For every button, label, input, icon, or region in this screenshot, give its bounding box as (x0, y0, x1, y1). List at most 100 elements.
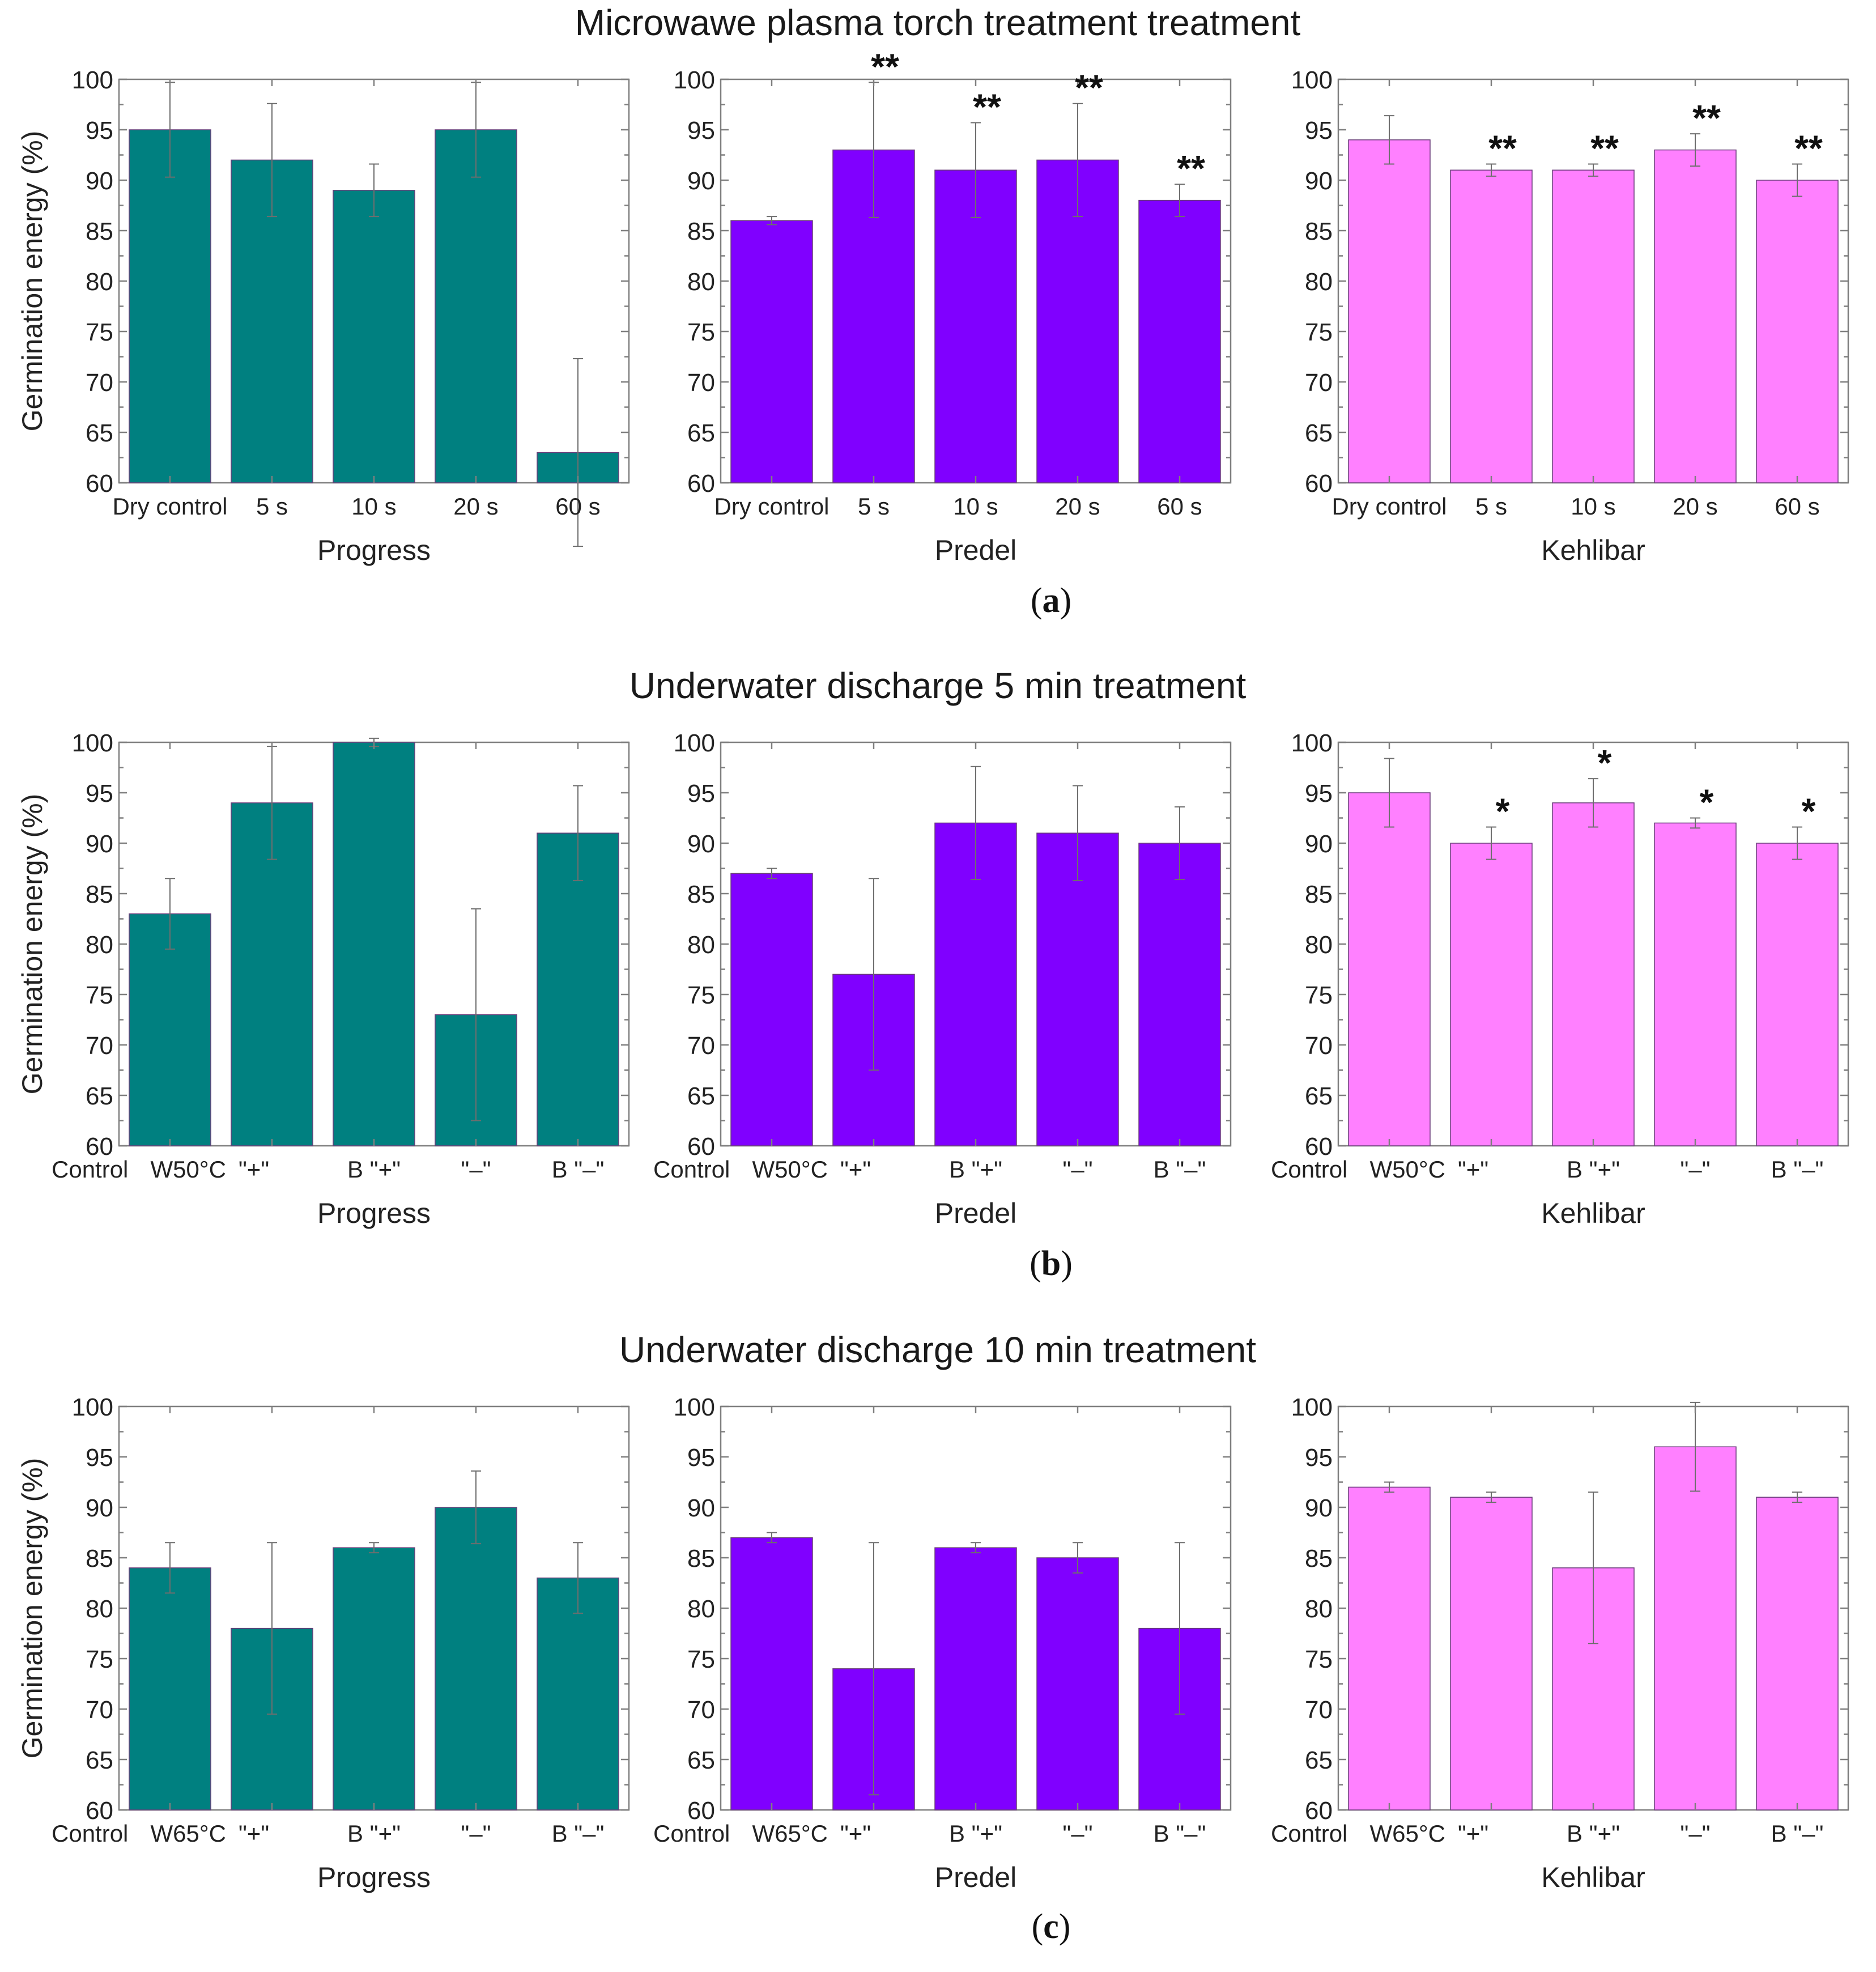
x-tick-label: Control (1271, 1820, 1347, 1847)
panel-label: (b) (1030, 1244, 1073, 1283)
bar (1450, 169, 1533, 483)
y-tick-label: 95 (86, 780, 113, 808)
x-tick-label: W65°C (752, 1820, 828, 1847)
y-tick-label: 95 (86, 1444, 113, 1472)
y-tick-label: 100 (674, 1393, 715, 1421)
y-tick-label: 90 (687, 167, 715, 195)
y-tick-label: 80 (86, 1595, 113, 1623)
bar (1654, 149, 1737, 483)
x-tick-label: 20 s (1055, 493, 1100, 520)
bar (730, 873, 813, 1146)
bar (129, 913, 211, 1146)
x-tick-label: Dry control (1332, 493, 1447, 520)
panel-label: (a) (1031, 581, 1071, 620)
chart-2-3: 60 65 70 75 80 85 90 95 100 * * * * Control W50°C "+" B … (1271, 729, 1849, 1229)
x-tick-label: Dry control (714, 493, 829, 520)
x-tick-label: 20 s (1673, 493, 1717, 520)
y-tick-label: 85 (86, 218, 113, 245)
x-tick-label: B "+" (1567, 1820, 1620, 1847)
significance-mark: ** (1488, 128, 1517, 169)
bar (435, 1507, 517, 1810)
y-tick-label: 80 (1305, 1595, 1333, 1623)
bar (231, 802, 313, 1146)
bar (129, 129, 211, 483)
chart-1-2: 60 65 70 75 80 85 90 95 100 ** ** ** ** Dry control 5 … (674, 46, 1232, 566)
y-tick-label: 65 (86, 419, 113, 447)
y-tick-label: 85 (1305, 218, 1333, 245)
y-tick-label: 70 (687, 1696, 715, 1724)
y-tick-label: 85 (687, 881, 715, 908)
y-tick-label: 60 (687, 470, 715, 498)
chart-3-1: 60 65 70 75 80 85 90 95 100 Control W65°C "+" B "+" "… (16, 1393, 630, 1893)
x-axis-title: Kehlibar (1541, 1197, 1645, 1229)
bar (1756, 180, 1839, 483)
panel-label-letter: b (1041, 1244, 1061, 1283)
bar (1552, 169, 1635, 483)
bar (1756, 843, 1839, 1146)
y-tick-label: 95 (1305, 780, 1333, 808)
y-tick-label: 100 (1291, 729, 1333, 757)
chart-1-1: 60 65 70 75 80 85 90 95 100 Dry control 5 s 10 s 20 … (16, 66, 630, 566)
y-tick-label: 70 (86, 1696, 113, 1724)
bar (730, 1537, 813, 1810)
y-tick-label: 70 (1305, 1032, 1333, 1060)
bar (1654, 822, 1737, 1146)
y-tick-label: 90 (687, 830, 715, 858)
significance-mark: ** (1794, 128, 1823, 169)
bar (129, 1567, 211, 1810)
row-title: Underwater discharge 10 min treatment (619, 1329, 1256, 1370)
x-tick-label: W65°C (1370, 1820, 1446, 1847)
y-tick-label: 75 (86, 981, 113, 1009)
y-tick-label: 65 (1305, 1746, 1333, 1774)
panel-label-letter: c (1043, 1907, 1059, 1946)
x-tick-label: 5 s (256, 493, 288, 520)
bar (1450, 843, 1533, 1146)
chart-3-2: 60 65 70 75 80 85 90 95 100 Control W65°C "+" B "+" "… (653, 1393, 1232, 1893)
bar (1552, 802, 1635, 1146)
y-tick-label: 75 (687, 318, 715, 346)
y-tick-label: 75 (86, 1646, 113, 1673)
y-tick-label: 100 (1291, 1393, 1333, 1421)
x-tick-label: B "+" (949, 1156, 1002, 1183)
significance-mark: * (1496, 791, 1510, 832)
x-tick-label: "+" (239, 1156, 269, 1183)
y-tick-label: 95 (86, 117, 113, 144)
x-tick-label: 5 s (1475, 493, 1507, 520)
x-tick-label: "–" (461, 1820, 491, 1847)
y-tick-label: 90 (1305, 830, 1333, 858)
x-tick-label: "–" (1062, 1156, 1092, 1183)
y-tick-label: 75 (687, 1646, 715, 1673)
y-tick-label: 90 (86, 830, 113, 858)
x-tick-label: "–" (1680, 1156, 1710, 1183)
y-tick-label: 60 (1305, 470, 1333, 498)
y-tick-label: 85 (86, 1545, 113, 1572)
y-tick-label: 75 (687, 981, 715, 1009)
y-tick-label: 85 (1305, 1545, 1333, 1572)
panel-label-letter: a (1043, 581, 1060, 620)
bar (1348, 792, 1431, 1146)
x-tick-label: 20 s (453, 493, 498, 520)
bar (1654, 1446, 1737, 1810)
y-tick-label: 60 (1305, 1133, 1333, 1161)
y-tick-label: 80 (687, 1595, 715, 1623)
figure-row-1: Microwawe plasma torch treatment treatme… (16, 2, 1849, 620)
bar (333, 742, 415, 1146)
x-axis-title: Predel (935, 1862, 1017, 1893)
x-tick-label: Control (52, 1820, 128, 1847)
y-tick-label: 90 (86, 167, 113, 195)
significance-mark: ** (1692, 97, 1721, 138)
x-tick-label: W50°C (752, 1156, 828, 1183)
chart-3-3: 60 65 70 75 80 85 90 95 100 Control W65°C "+" B "+" "… (1271, 1393, 1849, 1893)
y-tick-label: 85 (687, 218, 715, 245)
y-tick-label: 75 (86, 318, 113, 346)
y-tick-label: 70 (687, 1032, 715, 1060)
x-tick-label: B "–" (552, 1156, 605, 1183)
chart-2-2: 60 65 70 75 80 85 90 95 100 Control W50°C "+" B "+" "… (653, 729, 1232, 1229)
x-tick-label: B "+" (949, 1820, 1002, 1847)
x-tick-label: W50°C (1370, 1156, 1446, 1183)
y-tick-label: 100 (72, 1393, 113, 1421)
y-tick-label: 80 (86, 268, 113, 296)
x-tick-label: B "–" (1154, 1156, 1206, 1183)
bar (333, 1547, 415, 1810)
